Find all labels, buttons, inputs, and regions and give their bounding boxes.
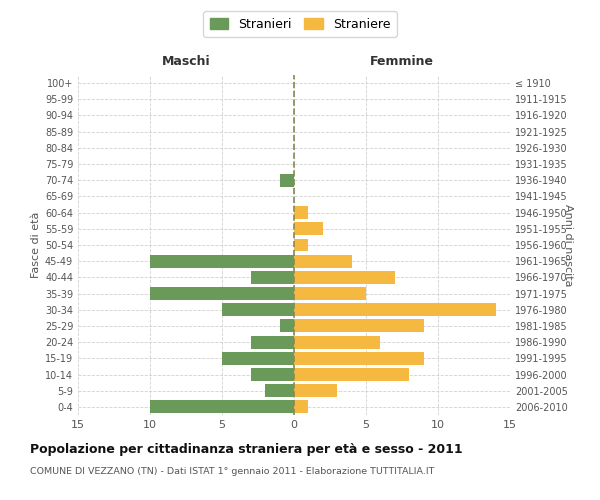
Bar bbox=[222, 352, 294, 365]
Bar bbox=[251, 336, 294, 348]
Bar bbox=[294, 271, 395, 284]
Bar bbox=[294, 336, 380, 348]
Bar bbox=[294, 320, 424, 332]
Legend: Stranieri, Straniere: Stranieri, Straniere bbox=[203, 11, 397, 37]
Bar bbox=[150, 287, 294, 300]
Bar bbox=[294, 206, 308, 219]
Bar bbox=[251, 368, 294, 381]
Bar bbox=[294, 254, 352, 268]
Bar bbox=[265, 384, 294, 397]
Bar bbox=[280, 174, 294, 186]
Bar bbox=[294, 238, 308, 252]
Text: Femmine: Femmine bbox=[370, 55, 434, 68]
Bar bbox=[294, 287, 366, 300]
Y-axis label: Fasce di età: Fasce di età bbox=[31, 212, 41, 278]
Bar bbox=[280, 320, 294, 332]
Text: Maschi: Maschi bbox=[161, 55, 211, 68]
Bar bbox=[294, 304, 496, 316]
Bar bbox=[294, 384, 337, 397]
Bar bbox=[222, 304, 294, 316]
Text: Popolazione per cittadinanza straniera per età e sesso - 2011: Popolazione per cittadinanza straniera p… bbox=[30, 442, 463, 456]
Bar bbox=[294, 352, 424, 365]
Bar bbox=[294, 222, 323, 235]
Bar bbox=[150, 254, 294, 268]
Y-axis label: Anni di nascita: Anni di nascita bbox=[563, 204, 573, 286]
Bar bbox=[150, 400, 294, 413]
Bar bbox=[251, 271, 294, 284]
Text: COMUNE DI VEZZANO (TN) - Dati ISTAT 1° gennaio 2011 - Elaborazione TUTTITALIA.IT: COMUNE DI VEZZANO (TN) - Dati ISTAT 1° g… bbox=[30, 468, 434, 476]
Bar bbox=[294, 368, 409, 381]
Bar bbox=[294, 400, 308, 413]
